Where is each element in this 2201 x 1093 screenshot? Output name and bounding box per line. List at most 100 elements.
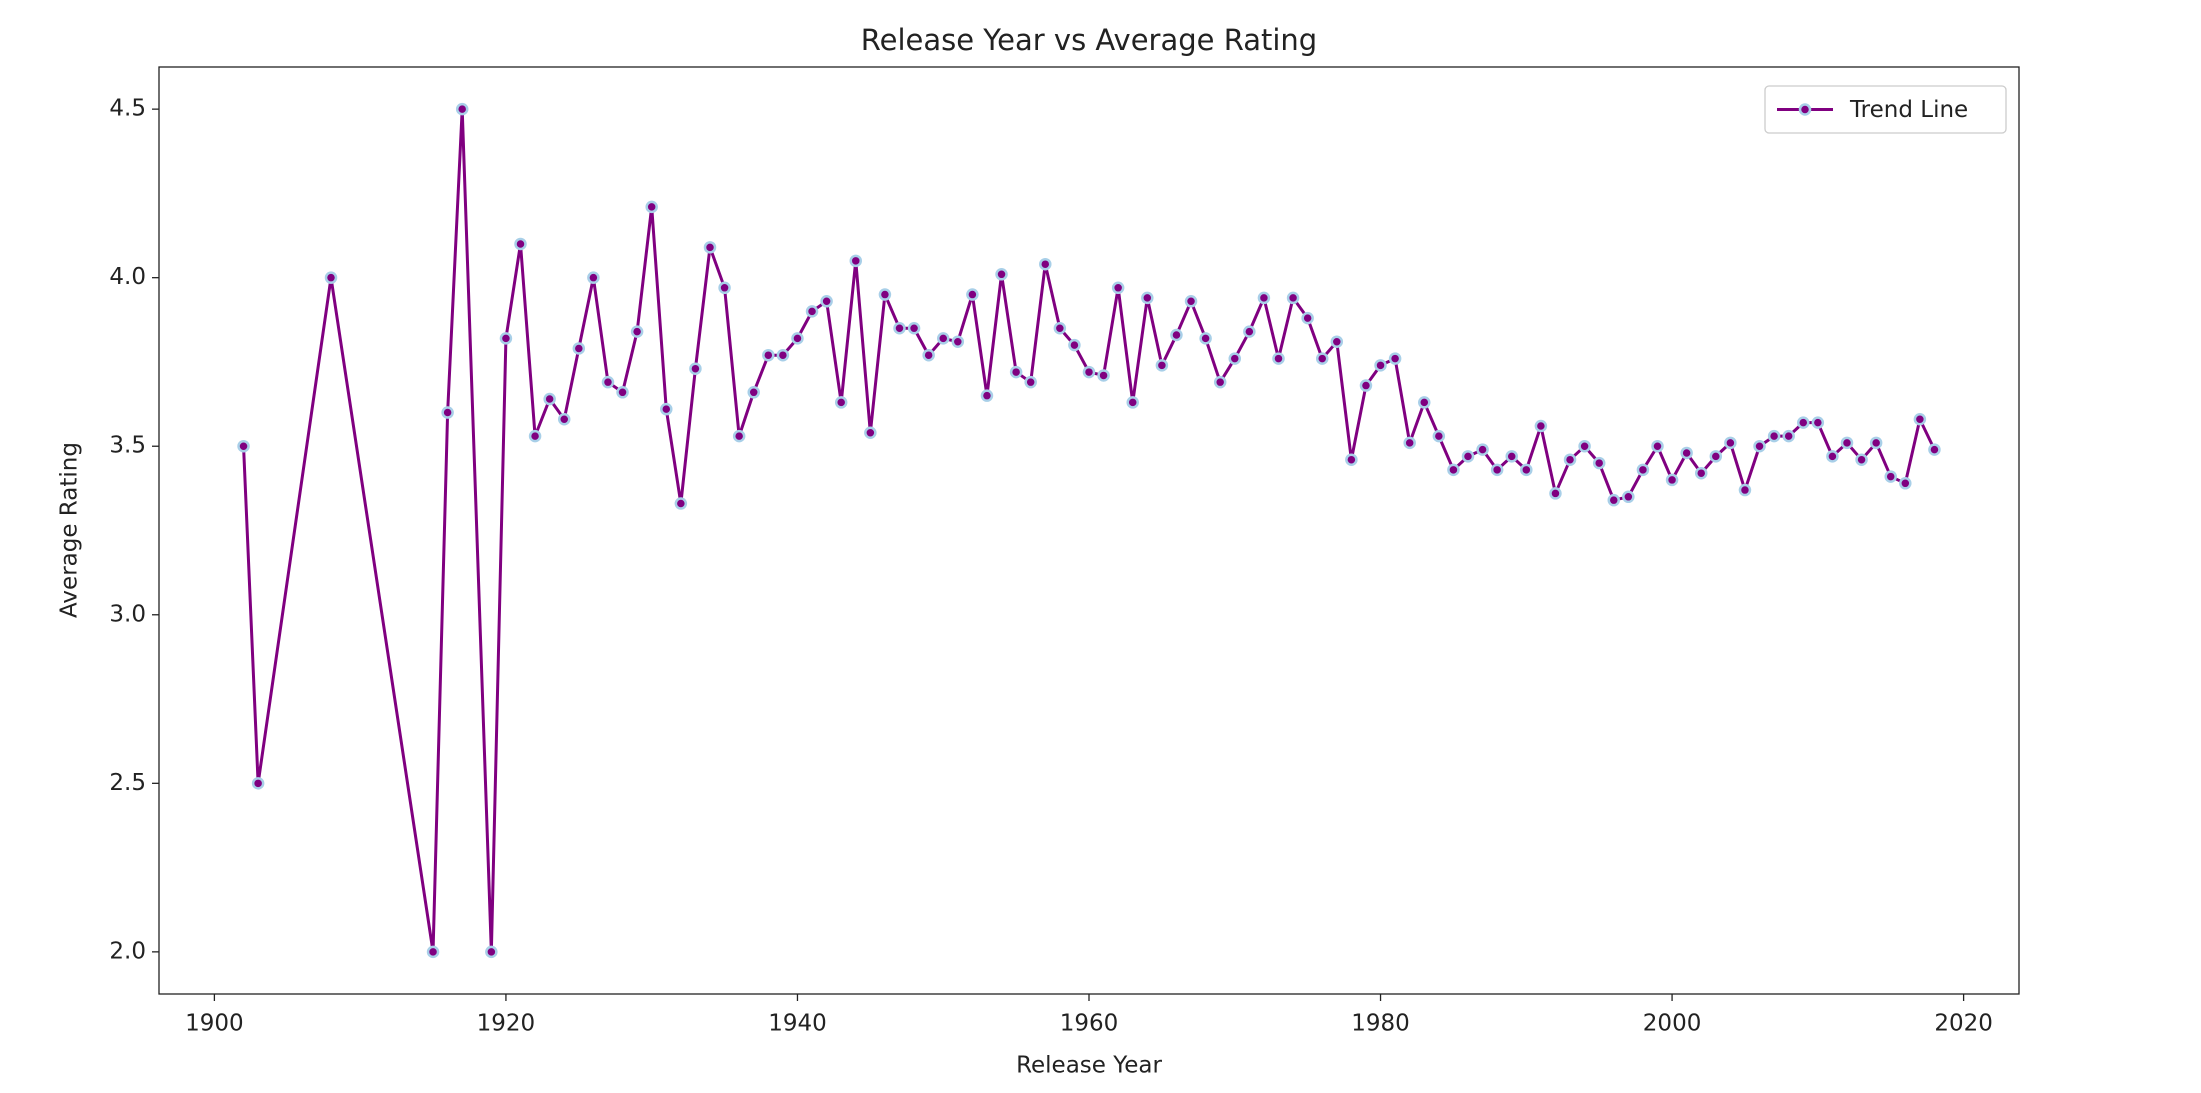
point (572, 342, 586, 355)
legend-label: Trend Line (1849, 97, 1968, 123)
point (630, 325, 644, 338)
point (732, 429, 746, 443)
point (1097, 369, 1110, 382)
point (324, 271, 338, 284)
point (966, 288, 979, 301)
legend-box (1764, 85, 2007, 134)
point (1826, 450, 1839, 463)
y-tick-label: 4.5 (109, 96, 146, 122)
point (1855, 453, 1868, 466)
point (1578, 439, 1591, 453)
y-tick-label: 3.0 (109, 601, 146, 627)
point (1622, 490, 1635, 504)
point (1651, 439, 1664, 453)
point (543, 392, 556, 406)
point (1286, 291, 1300, 305)
point (1476, 443, 1489, 456)
point (1111, 281, 1125, 295)
point (587, 271, 600, 284)
point (1330, 335, 1344, 348)
point (834, 396, 848, 409)
point (1068, 338, 1081, 352)
point (849, 254, 863, 268)
point (674, 497, 688, 510)
point (1213, 375, 1227, 389)
point (1199, 332, 1212, 345)
point (1388, 352, 1402, 365)
point (1505, 450, 1518, 463)
x-tick-label: 1900 (185, 1011, 244, 1037)
point (1301, 311, 1314, 325)
legend-marker (1798, 103, 1812, 116)
point (1592, 456, 1606, 470)
y-tick-label: 2.5 (109, 770, 146, 796)
point (1053, 321, 1067, 335)
point (747, 386, 760, 399)
point (1141, 291, 1154, 305)
point (1694, 466, 1708, 480)
point (1665, 473, 1679, 487)
point (1840, 436, 1854, 450)
point (689, 362, 702, 375)
point (1869, 436, 1883, 450)
point (237, 439, 250, 453)
point (1403, 436, 1416, 450)
y-tick-label: 4.0 (109, 264, 146, 290)
point (718, 281, 731, 295)
point (907, 321, 921, 335)
point (1315, 352, 1329, 365)
plot-frame (158, 66, 2020, 995)
x-axis-label: Release Year (1016, 1053, 1162, 1079)
line (242, 109, 1936, 953)
point (1345, 453, 1358, 466)
point (441, 406, 454, 419)
point (776, 348, 790, 362)
chart-title: Release Year vs Average Rating (861, 23, 1317, 57)
point (1884, 470, 1897, 483)
point (1272, 352, 1285, 365)
point (995, 268, 1008, 281)
point (1461, 450, 1475, 463)
point (980, 389, 994, 402)
point (1899, 477, 1912, 490)
point (922, 348, 935, 362)
point (820, 295, 833, 308)
point (1024, 375, 1037, 389)
point (1490, 463, 1504, 477)
point (1170, 328, 1183, 342)
y-tick-label: 3.5 (109, 433, 146, 459)
point (1009, 365, 1023, 379)
point (1680, 446, 1693, 460)
point (864, 426, 877, 439)
point (1767, 429, 1781, 443)
x-tick-label: 2000 (1643, 1011, 1702, 1037)
point (528, 429, 542, 443)
point (805, 305, 819, 318)
point (1607, 493, 1621, 507)
point (1549, 487, 1562, 500)
point (1432, 429, 1446, 443)
point (1039, 257, 1052, 271)
point (1534, 419, 1548, 433)
point (455, 102, 469, 116)
x-tick-label: 1940 (768, 1011, 827, 1037)
point (557, 413, 571, 426)
point (1374, 359, 1387, 372)
point (1636, 463, 1650, 477)
point (1928, 443, 1941, 456)
point (936, 332, 950, 345)
point (601, 375, 615, 389)
point (1155, 359, 1169, 372)
point (645, 200, 658, 214)
point (1418, 396, 1431, 409)
point (485, 945, 498, 959)
point (762, 348, 775, 362)
point (878, 288, 892, 301)
point (1520, 463, 1533, 477)
point (426, 945, 440, 959)
point (660, 402, 673, 416)
point (251, 777, 265, 790)
point (703, 241, 717, 254)
